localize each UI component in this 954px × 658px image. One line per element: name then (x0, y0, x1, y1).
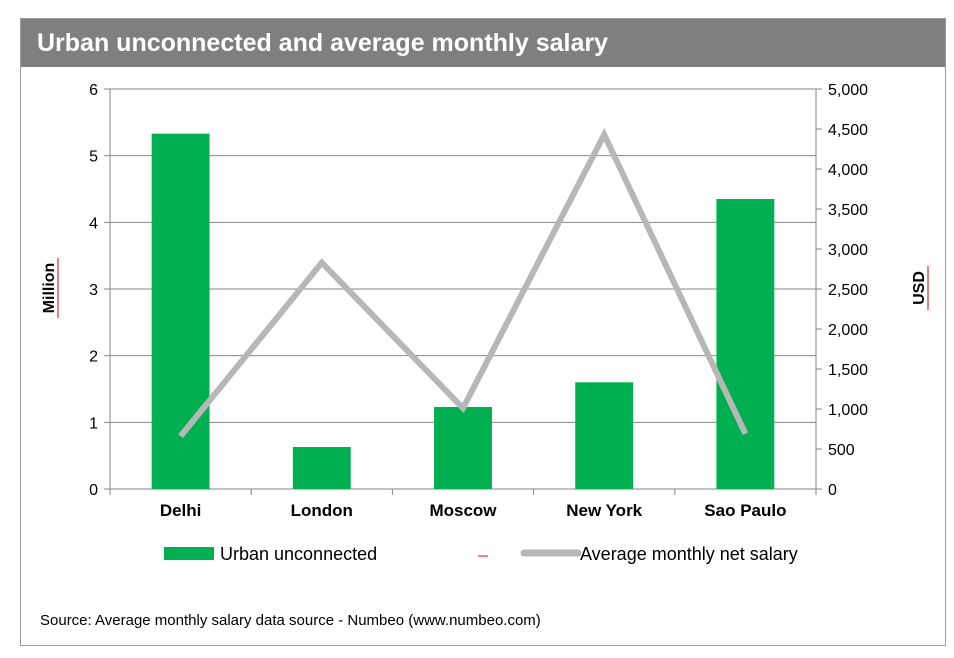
legend: Urban unconnected Average monthly net sa… (164, 544, 798, 564)
right-tick-label: 500 (828, 442, 855, 459)
right-tick-label: 1,500 (828, 362, 868, 379)
bar (292, 447, 351, 489)
chart-title: Urban unconnected and average monthly sa… (37, 29, 608, 57)
line-series (178, 127, 749, 439)
right-tick-label: 2,500 (828, 282, 868, 299)
salary-line (178, 127, 749, 439)
right-tick-label: 3,500 (828, 202, 868, 219)
bar (151, 133, 210, 489)
left-axis-label: Million (41, 263, 58, 314)
right-tick-labels: 0 500 1,000 1,500 2,000 2,500 3,000 3,500 4,000 4… (828, 82, 868, 499)
bar (434, 407, 492, 489)
left-tick-label: 4 (89, 215, 98, 232)
right-tick-label: 4,000 (828, 162, 868, 179)
right-tick-label: 3,000 (828, 242, 868, 259)
legend-label-bar: Urban unconnected (220, 544, 377, 564)
legend-swatch-bar (164, 547, 214, 560)
left-tick-label: 1 (89, 415, 98, 432)
source-note: Source: Average monthly salary data sour… (40, 612, 541, 629)
right-tick-label: 2,000 (828, 322, 868, 339)
right-tick-label: 4,500 (828, 122, 868, 139)
category-label: London (291, 501, 353, 520)
right-axis-label: USD (911, 271, 928, 305)
left-tick-label: 0 (89, 482, 98, 499)
bar-series (151, 133, 775, 489)
left-tick-label: 6 (89, 82, 98, 99)
left-tick-label: 3 (89, 282, 98, 299)
category-labels: Delhi London Moscow New York Sao Paulo (160, 501, 787, 520)
category-label: Delhi (160, 501, 202, 520)
right-tick-label: 1,000 (828, 402, 868, 419)
category-label: New York (566, 501, 642, 520)
gridlines (104, 88, 822, 490)
bar (716, 199, 775, 489)
left-tick-label: 2 (89, 349, 98, 366)
left-tick-labels: 0 1 2 3 4 5 6 (89, 82, 98, 499)
right-tick-label: 5,000 (828, 82, 868, 99)
right-tick-label: 0 (828, 482, 837, 499)
category-label: Moscow (429, 501, 497, 520)
bar (575, 382, 634, 489)
left-tick-label: 5 (89, 149, 98, 166)
category-label: Sao Paulo (704, 501, 786, 520)
title-bar: Urban unconnected and average monthly sa… (21, 19, 945, 67)
legend-label-line: Average monthly net salary (580, 544, 798, 564)
